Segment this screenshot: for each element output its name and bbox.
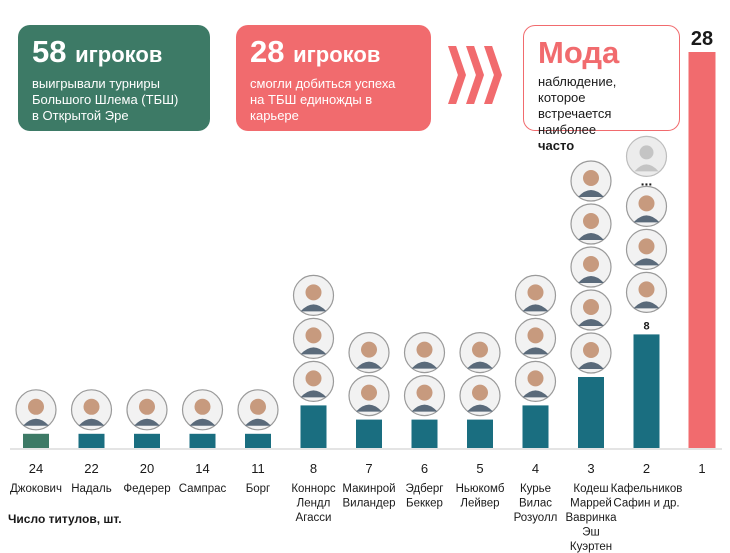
player-portrait	[292, 274, 335, 316]
player-portrait	[292, 360, 335, 402]
player-portrait	[126, 389, 168, 431]
player-name: Агасси	[296, 512, 332, 524]
bar	[245, 433, 271, 448]
bar	[300, 405, 327, 448]
x-tick-label: 20	[140, 461, 154, 476]
x-tick-label: 11	[251, 461, 265, 476]
player-portrait	[348, 375, 390, 417]
one-time-winners-desc: смогли добиться успеха на ТБШ единожды в…	[250, 76, 396, 123]
player-name: Беккер	[406, 498, 443, 510]
player-portrait	[292, 317, 335, 359]
player-name: Маррей	[570, 498, 612, 510]
player-portrait	[514, 360, 557, 402]
player-portrait	[570, 332, 612, 374]
player-portrait	[459, 375, 501, 417]
one-time-winners-value: 28 игроков	[250, 34, 381, 69]
player-name: Коннорс	[291, 483, 336, 495]
bar	[633, 334, 660, 448]
x-tick-label: 8	[310, 461, 317, 476]
bar	[23, 433, 49, 448]
player-portrait	[403, 375, 446, 417]
player-portrait	[570, 160, 612, 202]
player-name: Эш	[582, 527, 600, 539]
one-time-winners-card: 28 игроков смогли добиться успеха на ТБШ…	[236, 25, 431, 131]
x-tick-label: 6	[421, 461, 428, 476]
bar	[356, 419, 382, 448]
mode-title: Мода	[538, 35, 620, 70]
player-name: Курье	[520, 483, 551, 495]
player-name: Федерер	[123, 483, 170, 495]
mode-definition-card: Мода наблюдение, которое встречается наи…	[523, 25, 680, 153]
player-portrait	[514, 317, 557, 359]
bar	[189, 433, 216, 448]
player-portrait	[514, 274, 557, 316]
player-name: Ньюкомб	[456, 483, 505, 495]
bar	[467, 419, 493, 448]
player-name: Эдберг	[405, 483, 443, 495]
player-portrait	[625, 228, 668, 270]
player-name: Надаль	[71, 483, 112, 495]
x-tick-label: 22	[84, 461, 98, 476]
player-portrait	[348, 332, 390, 374]
player-portrait	[237, 389, 279, 431]
player-portrait	[15, 389, 57, 431]
player-name: Кодеш	[573, 483, 608, 495]
player-name: Сафин и др.	[613, 498, 679, 510]
mode-desc: наблюдение, которое встречается наиболее…	[538, 74, 617, 153]
x-tick-label: 2	[643, 461, 650, 476]
x-tick-label: 1	[698, 461, 705, 476]
player-name: Вавринка	[565, 512, 617, 524]
bar	[134, 433, 160, 448]
player-portrait	[570, 246, 612, 288]
x-tick-label: 24	[29, 461, 43, 476]
x-tick-label: 5	[476, 461, 483, 476]
player-name: Розуолл	[514, 512, 558, 524]
player-portrait	[570, 289, 612, 331]
player-name: Лейвер	[460, 498, 499, 510]
players-total-card: 58 игроков выигрывали турниры Большого Ш…	[18, 25, 210, 131]
player-name: Борг	[246, 483, 271, 495]
player-portrait	[625, 271, 668, 313]
x-tick-label: 3	[587, 461, 594, 476]
player-portrait	[181, 389, 224, 431]
x-tick-label: 14	[195, 461, 209, 476]
more-players-ellipsis: ...	[641, 172, 653, 188]
player-portrait	[570, 203, 612, 245]
placeholder-portrait	[625, 135, 668, 177]
x-axis-title: Число титулов, шт.	[8, 512, 122, 526]
player-name: Лендл	[297, 498, 331, 510]
bar	[78, 433, 105, 448]
bar	[578, 377, 604, 448]
players-total-value: 58 игроков	[32, 34, 163, 69]
player-name: Сампрас	[179, 483, 227, 495]
x-tick-label: 7	[365, 461, 372, 476]
player-name: Вилас	[519, 498, 552, 510]
x-tick-label: 4	[532, 461, 539, 476]
player-name: Макинрой	[342, 483, 395, 495]
bar-data-label: 8	[643, 320, 649, 332]
player-name: Куэртен	[570, 541, 612, 553]
bar	[411, 419, 438, 448]
bar-data-label: 28	[691, 28, 713, 50]
player-name: Кафельников	[611, 483, 683, 495]
bar	[688, 52, 716, 448]
player-portrait	[70, 389, 113, 431]
player-portrait	[403, 332, 446, 374]
player-portrait	[625, 185, 668, 227]
player-portrait	[459, 332, 501, 374]
player-name: Джокович	[10, 483, 62, 495]
bar	[522, 405, 549, 448]
players-total-desc: выигрывали турниры Большого Шлема (ТБШ) …	[32, 76, 179, 123]
player-name: Виландер	[342, 498, 395, 510]
